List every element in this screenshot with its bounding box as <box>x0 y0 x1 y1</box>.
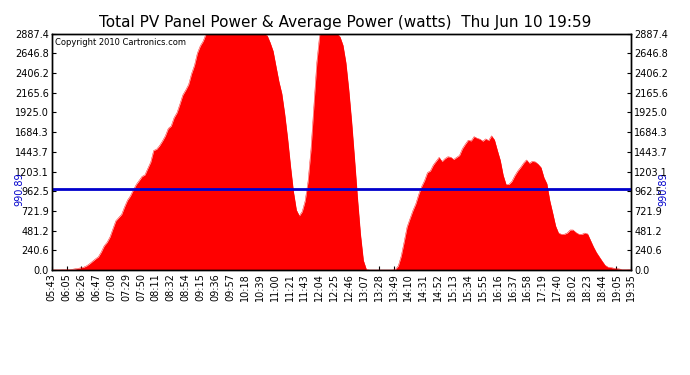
Text: Total PV Panel Power & Average Power (watts)  Thu Jun 10 19:59: Total PV Panel Power & Average Power (wa… <box>99 15 591 30</box>
Text: 990.89: 990.89 <box>658 172 668 206</box>
Text: 990.89: 990.89 <box>15 172 25 206</box>
Text: Copyright 2010 Cartronics.com: Copyright 2010 Cartronics.com <box>55 39 186 48</box>
